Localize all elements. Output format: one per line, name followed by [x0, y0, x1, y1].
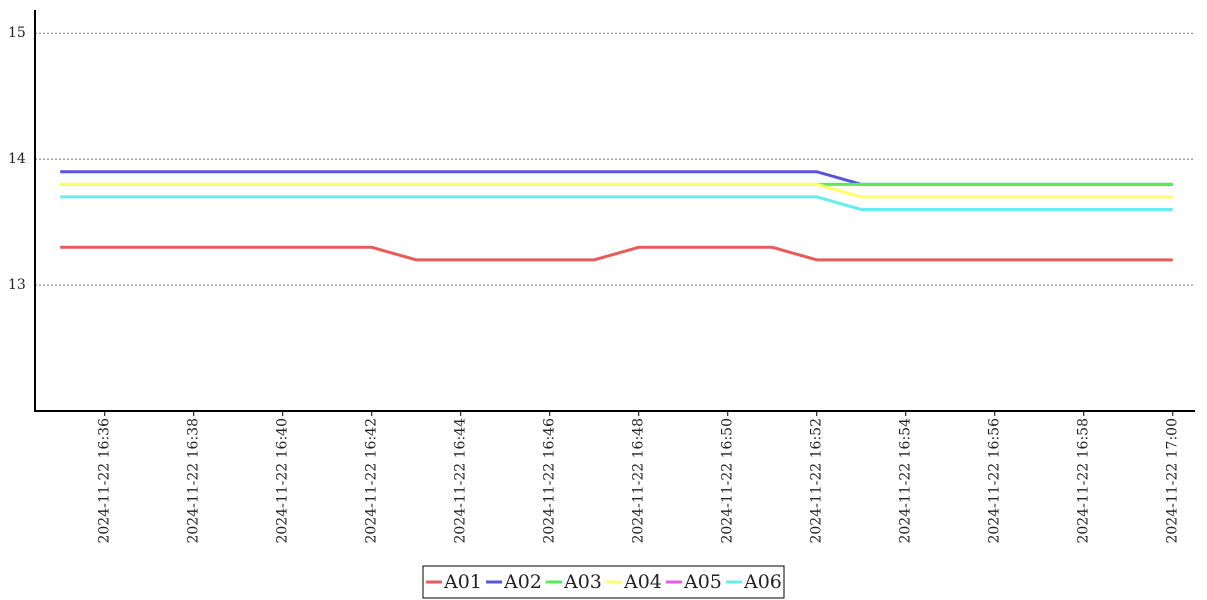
series-line: [60, 245, 1173, 262]
legend-box: [422, 565, 785, 599]
series-line: [60, 170, 1173, 186]
legend-label: A04: [623, 571, 662, 593]
series-line: [60, 182, 1173, 199]
x-tick-label: 2024-11-22 16:38: [186, 418, 202, 544]
legend-label: A03: [563, 571, 602, 593]
y-tick-label: 13: [8, 277, 26, 293]
x-tick-label: 2024-11-22 16:50: [720, 418, 736, 544]
y-tick-label: 14: [8, 151, 26, 167]
y-tick-label: 15: [8, 25, 26, 41]
x-tick-label: 2024-11-22 16:42: [364, 418, 380, 544]
x-tick-label: 2024-11-22 16:46: [542, 418, 558, 544]
series-line: [60, 195, 1173, 211]
legend-label: A02: [503, 571, 542, 593]
x-tick-label: 2024-11-22 16:54: [898, 418, 914, 544]
legend-label: A06: [743, 571, 782, 593]
legend-label: A01: [443, 571, 482, 593]
x-tick-label: 2024-11-22 16:44: [453, 418, 469, 544]
x-tick-label: 2024-11-22 16:48: [631, 418, 647, 544]
x-tick-label: 2024-11-22 16:52: [809, 418, 825, 544]
x-tick-label: 2024-11-22 16:36: [97, 418, 113, 544]
x-tick-label: 2024-11-22 16:56: [987, 418, 1003, 544]
legend-label: A05: [683, 571, 722, 593]
legend: A01 A02 A03 A04 A05 A06: [422, 565, 785, 599]
x-tick-label: 2024-11-22 16:40: [275, 418, 291, 544]
x-tick-label: 2024-11-22 16:58: [1076, 418, 1092, 544]
x-tick-label: 2024-11-22 17:00: [1165, 418, 1181, 544]
